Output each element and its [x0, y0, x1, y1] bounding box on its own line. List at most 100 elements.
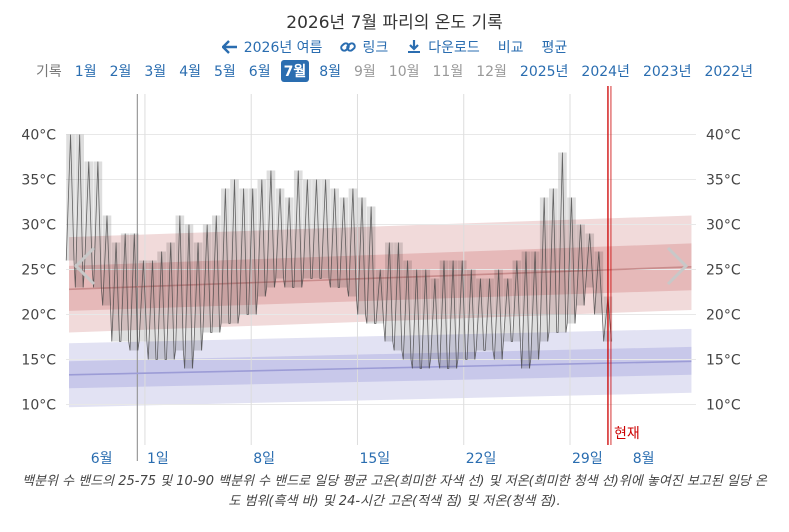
- daily-range-bar: [239, 188, 248, 315]
- x-tick-label: 15일: [359, 451, 390, 467]
- arrow-left-icon: [221, 40, 237, 54]
- month-item[interactable]: 6월: [248, 64, 271, 80]
- daily-range-bar: [530, 251, 540, 360]
- y-tick-label-left: 25°C: [21, 263, 56, 279]
- y-tick-label-left: 15°C: [21, 353, 56, 369]
- download-label: 다운로드: [428, 40, 480, 56]
- daily-range-bar: [293, 170, 303, 288]
- daily-range-bar: [567, 197, 576, 324]
- hourly-temperature-trace: [65, 134, 612, 369]
- daily-range-bar: [139, 260, 148, 342]
- x-tick-label: 6월: [91, 451, 113, 467]
- daily-range-bar: [275, 188, 285, 279]
- month-item[interactable]: 3월: [144, 64, 167, 80]
- daily-range-bar: [230, 179, 239, 324]
- daily-range-bar: [166, 242, 176, 360]
- daily-range-bar: [357, 197, 367, 315]
- chevron-left-icon[interactable]: [73, 246, 96, 286]
- daily-range-bar: [466, 269, 476, 360]
- daily-range-bar: [457, 260, 467, 360]
- daily-range-bar: [303, 179, 312, 279]
- month-item: 12월: [476, 64, 507, 80]
- daily-range-bar: [111, 242, 121, 342]
- daily-range-bar: [129, 233, 139, 351]
- daily-range-bar: [120, 233, 130, 342]
- month-item[interactable]: 2024년: [581, 64, 630, 80]
- daily-range-bar: [257, 179, 267, 297]
- daily-range-bar: [148, 260, 157, 360]
- month-item[interactable]: 8월: [319, 64, 341, 80]
- daily-range-bar: [485, 278, 494, 351]
- y-tick-label-right: 40°C: [706, 128, 741, 144]
- compare-link[interactable]: 비교: [497, 40, 524, 56]
- y-tick-label-left: 10°C: [21, 398, 56, 414]
- mean-high-line: [69, 266, 692, 291]
- month-selector: 기록 1월 2월 3월 4월 5월 6월 7월 8월 9월 10월 11월 12월 2025년 2024년…: [0, 60, 789, 82]
- y-tick-label-right: 35°C: [706, 173, 741, 189]
- average-link[interactable]: 평균: [541, 40, 568, 56]
- chevron-right-icon[interactable]: [666, 246, 689, 286]
- high-band-25-75: [69, 243, 692, 311]
- x-tick-label: 8일: [253, 451, 275, 467]
- daily-range-bar: [548, 188, 558, 333]
- y-tick-label-right: 30°C: [706, 218, 741, 234]
- temperature-chart: 현재 10°C 10°C 15°C 15°C 20°C 20°C 25°C 25°C 30°C 30…: [21, 86, 741, 467]
- month-item[interactable]: 2023년: [642, 64, 692, 80]
- daily-range-bar: [93, 161, 103, 288]
- month-item: 11월: [432, 64, 464, 80]
- link-icon: [340, 42, 357, 52]
- daily-range-bar: [439, 260, 449, 369]
- y-tick-label-left: 20°C: [21, 308, 56, 324]
- daily-range-bar: [448, 260, 458, 369]
- daily-range-bar: [211, 215, 221, 333]
- daily-range-bar: [512, 260, 522, 342]
- daily-range-bar: [412, 269, 422, 369]
- months-lead-label: 기록: [36, 64, 62, 80]
- download-button[interactable]: 다운로드: [406, 37, 480, 57]
- y-tick-label-right: 15°C: [706, 353, 741, 369]
- link-label: 링크: [362, 40, 389, 56]
- month-item[interactable]: 4월: [179, 64, 201, 80]
- nav-bar: 2026년 여름 링크 다운로드 비교 평균: [0, 37, 789, 57]
- daily-range-bar: [403, 260, 412, 360]
- daily-range-bar: [366, 206, 376, 324]
- month-item[interactable]: 1월: [74, 64, 97, 80]
- y-tick-label-right: 10°C: [706, 398, 741, 414]
- back-to-summer-label: 2026년 여름: [243, 40, 323, 56]
- daily-range-bar: [539, 197, 549, 342]
- daily-range-bar: [576, 224, 585, 306]
- download-icon: [408, 40, 421, 53]
- month-item[interactable]: 2025년: [519, 64, 569, 80]
- daily-range-bar: [221, 188, 230, 324]
- daily-range-bar: [494, 269, 503, 360]
- daily-range-bar: [339, 197, 349, 288]
- month-item[interactable]: 2월: [109, 64, 132, 80]
- daily-range-bar: [84, 161, 94, 270]
- daily-range-bar: [248, 188, 258, 315]
- link-button[interactable]: 링크: [340, 37, 388, 57]
- daily-range-bar: [102, 215, 112, 306]
- daily-range-bar: [385, 242, 394, 342]
- chart-caption: 백분위 수 밴드의 25-75 및 10-90 백분위 수 밴드로 일당 평균 …: [22, 474, 767, 509]
- x-tick-label: 22일: [466, 451, 497, 467]
- daily-range-bar: [585, 233, 595, 288]
- daily-range-bar: [321, 179, 330, 279]
- month-item: 10월: [388, 64, 420, 80]
- month-item[interactable]: 5월: [213, 64, 236, 80]
- daily-range-bar: [202, 224, 212, 333]
- month-item[interactable]: 2022년: [704, 64, 753, 80]
- daily-range-bar: [175, 215, 185, 351]
- y-tick-label-left: 35°C: [21, 173, 56, 189]
- daily-range-bar: [75, 134, 84, 288]
- back-to-summer-link[interactable]: 2026년 여름: [221, 37, 323, 57]
- daily-range-bar: [394, 242, 403, 351]
- month-item[interactable]: 7월: [280, 60, 310, 82]
- x-tick-label: 8월: [633, 451, 655, 467]
- daily-range-bars: [66, 134, 613, 369]
- month-item: 9월: [354, 64, 376, 80]
- daily-range-bar: [184, 224, 194, 369]
- y-tick-label-right: 20°C: [706, 308, 741, 324]
- daily-range-bar: [430, 278, 440, 360]
- daily-range-bar: [193, 242, 203, 351]
- daily-range-bar: [421, 269, 431, 369]
